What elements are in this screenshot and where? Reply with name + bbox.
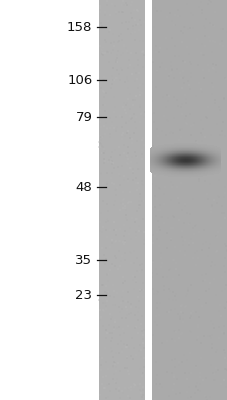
Bar — [99, 0, 144, 400]
Text: 158: 158 — [67, 21, 92, 34]
Text: 35: 35 — [75, 254, 92, 266]
Text: 23: 23 — [75, 289, 92, 302]
Text: 48: 48 — [75, 181, 92, 194]
Bar — [144, 0, 151, 400]
Bar — [151, 0, 227, 400]
Text: 79: 79 — [75, 111, 92, 124]
Text: 106: 106 — [67, 74, 92, 86]
